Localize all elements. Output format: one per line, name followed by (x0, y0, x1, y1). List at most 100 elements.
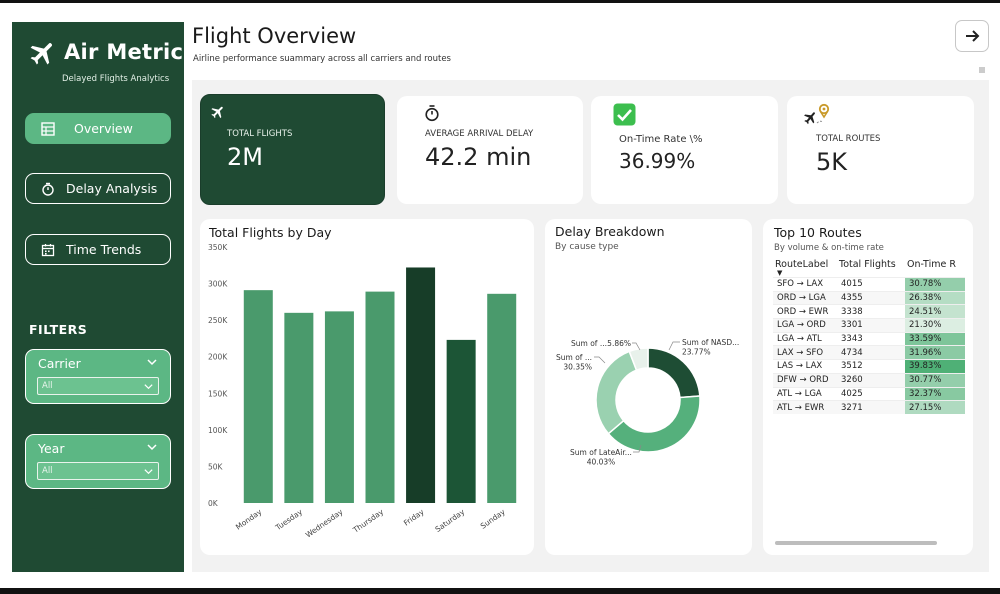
y-tick-label: 100K (208, 426, 228, 435)
y-tick-label: 150K (208, 389, 228, 398)
y-tick-label: 50K (208, 462, 224, 471)
donut-label: 5.86% (607, 339, 631, 348)
donut-label: Sum of ... (556, 353, 592, 362)
top-routes-subtitle: By volume & on-time rate (774, 243, 884, 253)
cell-flights: 3260 (837, 372, 905, 387)
cell-rate: 31.96% (905, 345, 965, 360)
leader-line (594, 356, 606, 364)
kpi-avg-delay-card: AVERAGE ARRIVAL DELAY 42.2 min (397, 96, 583, 204)
x-tick-label: Friday (402, 507, 426, 528)
x-tick-label: Tuesday (273, 507, 304, 533)
cell-route: ORD → EWR (773, 304, 837, 319)
sidebar: Air Metrics Delayed Flights Analytics Ov… (12, 22, 196, 572)
top-routes-title: Top 10 Routes (774, 225, 862, 240)
table-row[interactable]: LAS → LAX 3512 39.83% (773, 359, 965, 374)
donut-slice[interactable] (628, 347, 649, 372)
carrier-select-value: All (42, 381, 53, 391)
bottom-border (0, 588, 1000, 594)
column-header-rate[interactable]: On-Time R (907, 259, 956, 270)
table-row[interactable]: ORD → EWR 3338 24.51% (773, 304, 965, 319)
x-tick-label: Monday (234, 507, 264, 532)
leader-line (668, 341, 680, 351)
column-header-route-label: RouteLabel (775, 259, 829, 270)
chevron-down-icon[interactable] (146, 441, 158, 453)
bar-sunday[interactable] (487, 293, 517, 503)
bar-thursday[interactable] (365, 291, 395, 503)
cell-flights: 3343 (837, 331, 905, 346)
table-row[interactable]: DFW → ORD 3260 30.77% (773, 372, 965, 387)
table-row[interactable]: ORD → LGA 4355 26.38% (773, 290, 965, 305)
nav-overview-button[interactable]: Overview (25, 113, 171, 144)
y-tick-label: 250K (208, 316, 228, 325)
nav-delay-analysis-button[interactable]: Delay Analysis (25, 173, 171, 204)
cell-flights: 3512 (837, 359, 905, 374)
next-page-button[interactable] (955, 20, 989, 52)
filters-title: FILTERS (29, 322, 88, 337)
kpi-on-time-value: 36.99% (619, 149, 696, 173)
nav-overview-label: Overview (74, 121, 133, 136)
horizontal-scrollbar[interactable] (775, 541, 937, 545)
cell-route: ORD → LGA (773, 290, 837, 305)
cell-rate: 30.78% (905, 277, 965, 292)
bar-wednesday[interactable] (324, 311, 354, 503)
delay-breakdown-title: Delay Breakdown (555, 224, 665, 239)
carrier-select[interactable]: All (37, 377, 159, 395)
kpi-routes-card: TOTAL ROUTES 5K (787, 96, 974, 204)
x-tick-label: Saturday (433, 507, 466, 534)
cell-route: DFW → ORD (773, 372, 837, 387)
donut-slice[interactable] (607, 395, 701, 453)
calendar-icon (40, 242, 56, 258)
page-subtitle: Airline performance suammary across all … (193, 54, 451, 64)
sort-desc-icon: ▼ (777, 269, 783, 277)
cell-route: SFO → LAX (773, 277, 837, 292)
table-row[interactable]: SFO → LAX 4015 30.78% (773, 277, 965, 292)
donut-label: Sum of ... (571, 339, 607, 348)
bar-saturday[interactable] (446, 339, 476, 503)
carrier-filter-label: Carrier (38, 356, 81, 371)
bar-tuesday[interactable] (284, 312, 314, 503)
chevron-down-icon[interactable] (146, 356, 158, 368)
donut-label: 40.03% (587, 458, 616, 467)
donut-slice[interactable] (595, 350, 638, 435)
table-row[interactable]: LGA → ATL 3343 33.59% (773, 331, 965, 346)
stopwatch-icon (425, 105, 439, 122)
donut-label: 30.35% (563, 363, 592, 372)
column-header-route[interactable]: RouteLabel ▼ (773, 255, 837, 278)
top-border (0, 0, 1000, 3)
kpi-routes-label: TOTAL ROUTES (816, 134, 881, 144)
cell-rate: 30.77% (905, 372, 965, 387)
cell-route: LGA → ATL (773, 331, 837, 346)
kpi-on-time-label: On-Time Rate \% (619, 134, 703, 145)
leader-line (632, 342, 641, 351)
table-row[interactable]: ATL → LGA 4025 32.37% (773, 386, 965, 401)
kpi-on-time-card: On-Time Rate \% 36.99% (591, 96, 778, 204)
chevron-down-icon (144, 384, 153, 390)
table-icon (40, 121, 56, 137)
y-tick-label: 350K (208, 243, 228, 252)
arrow-right-icon (966, 30, 980, 42)
delay-breakdown-panel: Delay Breakdown By cause type Sum of NAS… (545, 219, 752, 555)
menu-icon[interactable] (978, 66, 986, 74)
flights-by-day-panel: Total Flights by Day 0K 50K 100K 150K 200K 25… (200, 219, 534, 555)
year-select-value: All (42, 466, 53, 476)
table-row[interactable]: ATL → EWR 3271 27.15% (773, 400, 965, 415)
year-select[interactable]: All (37, 462, 159, 480)
check-icon (613, 103, 636, 126)
cell-route: LAS → LAX (773, 359, 837, 374)
nav-time-trends-button[interactable]: Time Trends (25, 234, 171, 265)
table-row[interactable]: LAX → SFO 4734 31.96% (773, 345, 965, 360)
table-row[interactable]: LGA → ORD 3301 21.30% (773, 318, 965, 333)
bar-monday[interactable] (243, 290, 273, 503)
flights-by-day-chart: 0K 50K 100K 150K 200K 250K 300K 350K Monday Tuesd… (208, 243, 517, 540)
column-header-flights[interactable]: Total Flights (839, 259, 896, 270)
bar-friday[interactable] (406, 267, 436, 503)
x-tick-label: Thursday (351, 507, 386, 535)
cell-route: ATL → LGA (773, 386, 837, 401)
y-tick-label: 300K (208, 280, 228, 289)
cell-rate: 24.51% (905, 304, 965, 319)
delay-breakdown-chart: Sum of NASD...23.77% Sum of LateAir...40.… (556, 338, 739, 467)
cell-flights: 3271 (837, 400, 905, 415)
flights-by-day-title: Total Flights by Day (209, 225, 332, 240)
plane-icon (30, 43, 52, 65)
